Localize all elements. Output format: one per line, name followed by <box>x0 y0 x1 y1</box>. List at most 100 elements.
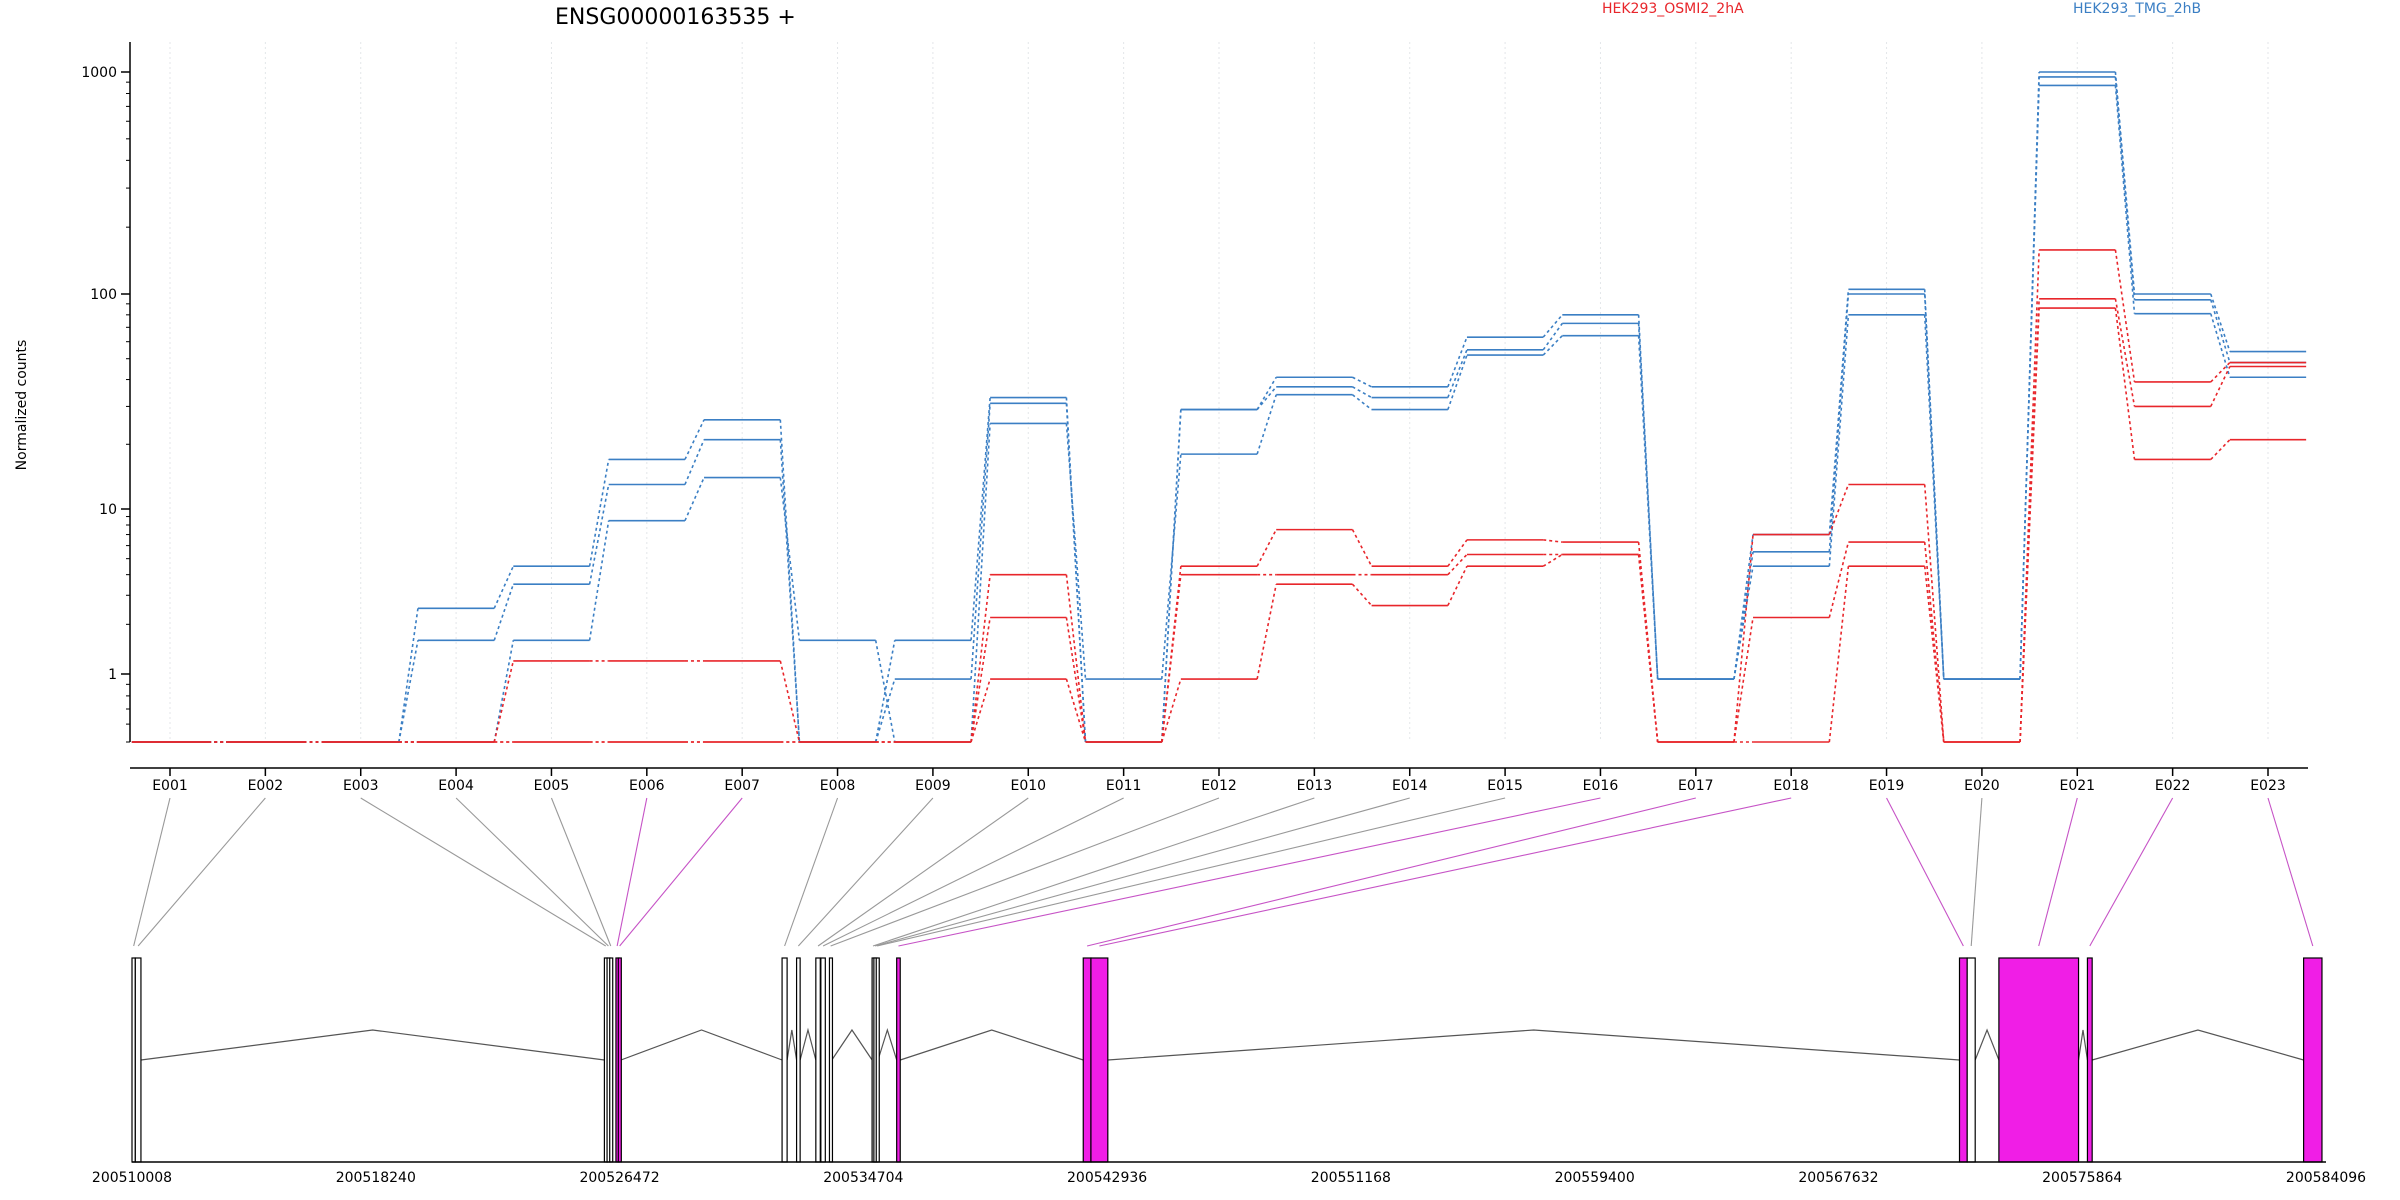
series-connector <box>1160 454 1182 680</box>
intron <box>877 1027 898 1061</box>
x-tick-label-e017: E017 <box>1678 778 1714 794</box>
series-connector <box>1065 574 1087 743</box>
connector-e021 <box>2038 797 2078 947</box>
series-connector <box>588 459 610 567</box>
genomic-tick-label: 200559400 <box>1555 1170 1635 1186</box>
y-tick-label: 1 <box>108 667 117 683</box>
connector-e014 <box>874 797 1410 947</box>
exon-box-e012 <box>828 957 834 1163</box>
series-6 <box>131 307 2307 743</box>
series-connector <box>1161 678 1182 743</box>
connector-e003 <box>360 797 607 947</box>
series-connector <box>779 477 801 641</box>
exon-box-e009 <box>795 957 801 1163</box>
x-tick-label-e013: E013 <box>1297 778 1333 794</box>
intron <box>1107 1029 1960 1061</box>
intron <box>831 1028 873 1061</box>
series-connector <box>2210 439 2231 461</box>
series-connector <box>1637 554 1659 743</box>
genomic-tick-label: 200551168 <box>1311 1170 1391 1186</box>
intron <box>799 1027 817 1061</box>
series-connector <box>1923 484 1945 743</box>
series-connector <box>1733 566 1754 680</box>
genomic-tick-label: 200518240 <box>336 1170 416 1186</box>
series-connector <box>398 640 419 743</box>
series-connector <box>1447 539 1468 567</box>
connector-e015 <box>877 797 1506 947</box>
series-connector <box>970 617 991 743</box>
connector-e001 <box>133 797 171 947</box>
series-connector <box>1828 541 1850 618</box>
exon-box-e011 <box>820 957 826 1163</box>
connector-e008 <box>784 797 839 947</box>
intron <box>900 1029 1084 1061</box>
gene-model <box>131 957 2323 1163</box>
connector-e010 <box>817 797 1029 947</box>
series-connector <box>1256 376 1277 410</box>
connector-e002 <box>137 797 266 947</box>
series-connector <box>493 565 515 609</box>
genomic-tick-label: 200575864 <box>2042 1170 2122 1186</box>
grid-lines <box>169 42 2269 742</box>
x-tick-label-e002: E002 <box>248 778 284 794</box>
series-connector <box>1160 574 1182 743</box>
series-connector <box>1447 336 1468 388</box>
series-connector <box>1447 349 1468 398</box>
series-connector <box>398 608 419 743</box>
series-connector <box>2114 307 2136 460</box>
connector-e007 <box>619 797 743 947</box>
genomic-tick-label: 200526472 <box>579 1170 659 1186</box>
x-tick-label-e015: E015 <box>1487 778 1523 794</box>
y-axis: 1 10 100 1000 <box>81 42 131 743</box>
legend-label-tmg: HEK293_TMG_2hB <box>2073 1 2201 17</box>
x-tick-label-e003: E003 <box>343 778 379 794</box>
series-connector <box>2210 361 2231 383</box>
y-axis-label: Normalized counts <box>14 340 30 471</box>
x-tick-label-e018: E018 <box>1773 778 1809 794</box>
series-connector <box>1828 293 1850 552</box>
connector-e005 <box>550 797 612 947</box>
intron <box>2092 1029 2304 1061</box>
x-tick-label-e008: E008 <box>820 778 856 794</box>
series-connector <box>1447 565 1468 606</box>
intron <box>2077 1029 2089 1061</box>
exon-box-e020 <box>1966 957 1976 1163</box>
genomic-tick-label: 200567632 <box>1798 1170 1878 1186</box>
series-connector <box>1637 314 1659 680</box>
chart-title: ENSG00000163535 + <box>555 5 796 30</box>
genomic-tick-label: 200584096 <box>2286 1170 2366 1186</box>
series-connector <box>493 640 515 743</box>
x-tick-label-e023: E023 <box>2250 778 2286 794</box>
x-tick-label-e019: E019 <box>1869 778 1905 794</box>
x-tick-label-e022: E022 <box>2155 778 2191 794</box>
series-connector <box>684 419 705 460</box>
series-connector <box>1542 314 1563 338</box>
series-connector <box>1351 529 1373 567</box>
series-connector <box>779 439 801 743</box>
series-connector <box>1733 534 1754 743</box>
series-connector <box>1352 394 1373 411</box>
x-tick-label-e006: E006 <box>629 778 665 794</box>
connector-e020 <box>1970 797 1983 947</box>
series-connector <box>684 477 705 521</box>
exon-box-e008 <box>781 957 788 1163</box>
connector-e016 <box>898 797 1601 947</box>
exon-box-e017 <box>1082 957 1092 1163</box>
exon-box-e023 <box>2303 957 2323 1163</box>
series-connector <box>1923 566 1945 743</box>
series-connector <box>684 439 705 485</box>
series-connector <box>2114 85 2136 314</box>
connector-e022 <box>2089 797 2174 947</box>
y-tick-label: 10 <box>99 502 117 518</box>
series-connector <box>2114 76 2136 300</box>
exon-box-e002 <box>134 957 142 1163</box>
series-connector <box>588 520 610 641</box>
series-connector <box>1923 293 1945 680</box>
exon-box-e015 <box>875 957 880 1163</box>
series-connector <box>970 423 991 743</box>
exon-box-e005 <box>609 957 614 1163</box>
x-tick-label-e014: E014 <box>1392 778 1428 794</box>
series-connector <box>1733 617 1754 743</box>
series-connector <box>1065 617 1087 743</box>
series-connector <box>588 484 610 585</box>
